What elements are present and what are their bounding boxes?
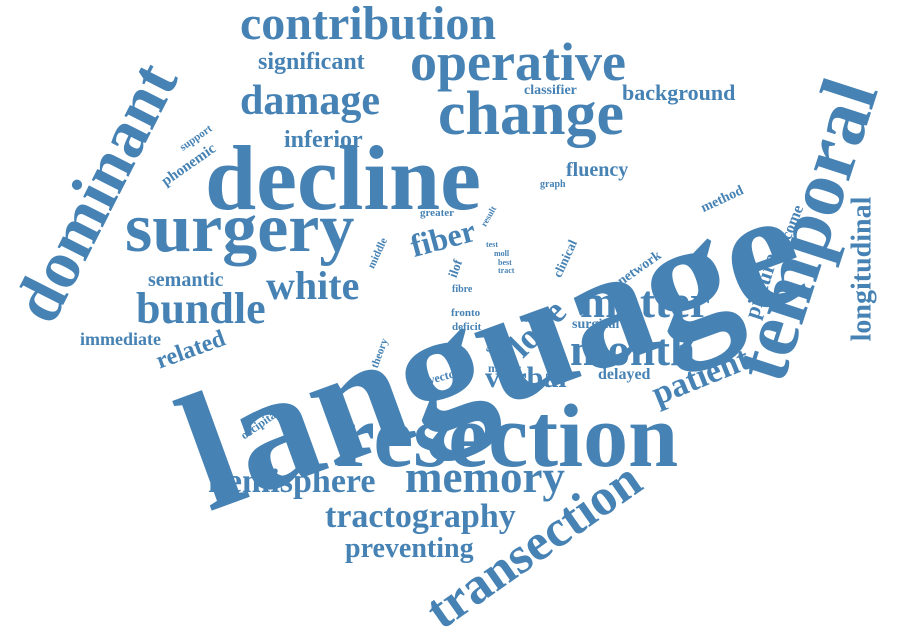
word-fronto: fronto <box>451 307 481 319</box>
word-significant: significant <box>258 49 365 75</box>
word-surgery: surgery <box>125 190 355 267</box>
word-delayed: delayed <box>598 366 651 383</box>
word-classifier: classifier <box>524 83 577 98</box>
word-test: test <box>486 240 498 249</box>
word-inferior: inferior <box>284 127 363 153</box>
word-damage: damage <box>240 78 380 124</box>
word-resection: resection <box>335 387 679 486</box>
word-white: white <box>266 263 360 308</box>
word-operative: operative <box>410 32 626 92</box>
word-contribution: contribution <box>240 0 497 50</box>
word-hemisphere: hemisphere <box>208 463 376 500</box>
word-result: result <box>478 204 499 229</box>
word-immediate: immediate <box>80 329 161 349</box>
word-month: month <box>570 325 696 375</box>
word-decline: decline <box>205 127 481 229</box>
word-longitudinal: longitudinal <box>846 196 878 342</box>
word-matter: matter <box>580 277 710 327</box>
word-background: background <box>622 80 736 105</box>
word-surgical: surgical <box>572 317 620 332</box>
word-fibre: fibre <box>452 284 473 295</box>
word-bundle: bundle <box>136 284 266 333</box>
word-middle: middle <box>365 236 391 271</box>
word-greater: greater <box>420 207 454 219</box>
word-semantic: semantic <box>148 269 224 291</box>
word-preventing: preventing <box>345 533 474 564</box>
word-tractography: tractography <box>325 498 516 535</box>
word-graph: graph <box>540 179 566 190</box>
word-moll: moll <box>494 249 510 258</box>
word-change: change <box>438 80 624 148</box>
word-best: best <box>498 258 512 267</box>
word-metric: metric <box>488 361 522 375</box>
word-deficit: deficit <box>452 321 482 333</box>
word-verbal: verbal <box>485 361 567 394</box>
word-tract: tract <box>498 266 515 275</box>
word-fluency: fluency <box>566 159 629 181</box>
word-memory: memory <box>405 452 565 502</box>
